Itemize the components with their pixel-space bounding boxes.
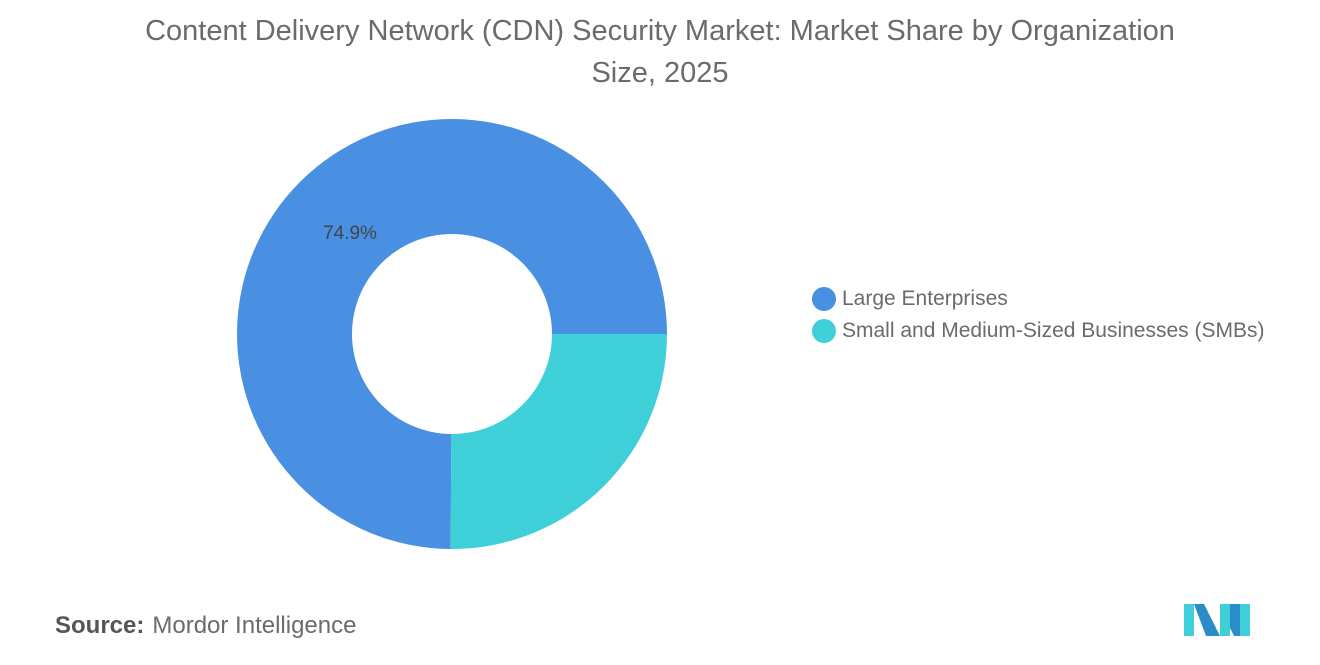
legend-swatch-smbs	[812, 319, 836, 343]
source-value: Mordor Intelligence	[152, 612, 357, 639]
slice-small-and-medium-sized-businesses-smbs[interactable]	[450, 334, 667, 549]
source-note: Source: Mordor Intelligence	[55, 612, 356, 640]
slice-large-enterprises[interactable]	[237, 118, 667, 549]
legend-label: Small and Medium-Sized Businesses (SMBs)	[842, 319, 1265, 342]
legend: Large Enterprises Small and Medium-Sized…	[812, 283, 1264, 347]
legend-swatch-large-enterprises	[812, 287, 836, 311]
legend-item-large-enterprises[interactable]: Large Enterprises	[812, 283, 1264, 315]
mordor-intelligence-logo-icon	[1184, 604, 1250, 636]
source-label: Source:	[55, 612, 145, 639]
chart-title: Content Delivery Network (CDN) Security …	[145, 15, 1175, 89]
legend-item-smbs[interactable]: Small and Medium-Sized Businesses (SMBs)	[812, 315, 1264, 347]
legend-label: Large Enterprises	[842, 287, 1008, 310]
data-label: 74.9%	[323, 223, 377, 244]
